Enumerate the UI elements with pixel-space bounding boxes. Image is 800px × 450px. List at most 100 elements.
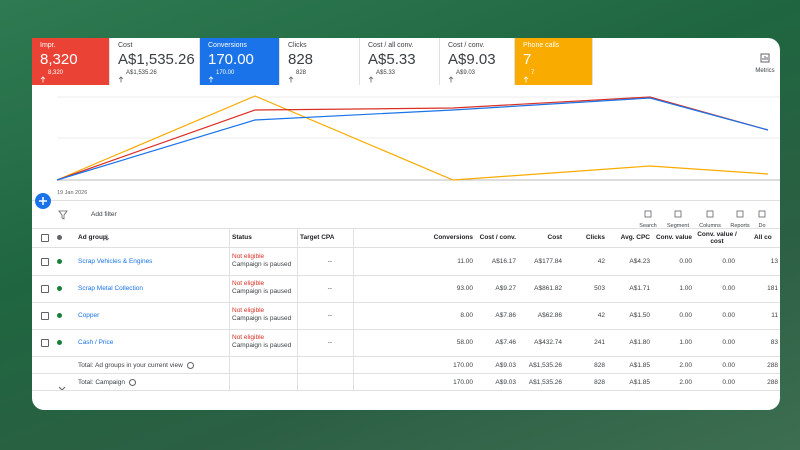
metric-tile[interactable]: Cost / conv. A$9.03 A$9.03 [440, 38, 515, 85]
metric-value: 828 [288, 51, 314, 68]
checkbox[interactable] [41, 285, 49, 293]
metric-cell: 503 [594, 285, 605, 292]
metric-label: Impr. [40, 42, 56, 49]
metric-cell: A$861.82 [534, 285, 562, 292]
arrow-icon [288, 76, 294, 83]
metric-value: 8,320 [40, 51, 78, 68]
divider [32, 373, 780, 374]
ad-group-link[interactable]: Scrap Metal Collection [78, 285, 144, 292]
tool-label: Segment [666, 223, 689, 229]
expand-icon[interactable] [58, 379, 66, 397]
metric-arrow [118, 70, 124, 88]
status: Not eligible [232, 307, 265, 314]
column-header[interactable]: Target CPA [300, 234, 335, 241]
metric-label: Cost / all conv. [368, 42, 414, 49]
metric-delta: A$1,535.26 [126, 70, 157, 76]
status: Not eligible [232, 280, 265, 287]
filter-icon[interactable] [58, 210, 68, 220]
chevron-icon [58, 386, 66, 391]
total-cell: A$1.85 [629, 362, 650, 369]
metric-tile[interactable]: Cost A$1,535.26 A$1,535.26 [110, 38, 200, 85]
column-header[interactable]: Conv. value [655, 234, 692, 241]
metric-cell: 58.00 [456, 339, 473, 346]
column-header[interactable]: Clicks [585, 234, 605, 241]
checkbox[interactable] [41, 339, 49, 347]
metric-cell: 93.00 [456, 285, 473, 292]
column-header[interactable]: Conv. value / cost [697, 231, 737, 245]
target-cpa: -- [327, 339, 332, 346]
metrics-button[interactable]: Metrics [750, 50, 780, 74]
total-cell: 288 [767, 362, 778, 369]
ad-group-link[interactable]: Copper [78, 312, 100, 319]
arrow-icon [118, 76, 124, 83]
ad-group-link[interactable]: Scrap Vehicles & Engines [78, 258, 153, 265]
metrics-label: Metrics [755, 68, 775, 74]
column-header[interactable]: Ad group [78, 234, 107, 241]
metric-cell: 1.00 [679, 339, 692, 346]
metric-tile[interactable]: Clicks 828 828 [280, 38, 360, 85]
divider [32, 275, 780, 276]
metric-tile[interactable]: Cost / all conv. A$5.33 A$5.33 [360, 38, 440, 85]
total-cell: 2.00 [679, 379, 692, 386]
metric-cell: 241 [594, 339, 605, 346]
add-button[interactable] [35, 193, 51, 209]
arrow-icon [523, 76, 529, 83]
metric-cell: 1.00 [679, 285, 692, 292]
column-header[interactable]: Status [232, 234, 252, 241]
metric-delta: 828 [296, 70, 307, 76]
ad-group-link[interactable]: Cash / Price [78, 339, 114, 346]
metric-tile[interactable]: Impr. 8,320 8,320 [32, 38, 110, 85]
tool-button[interactable]: Reports [728, 205, 752, 229]
status-dot [57, 259, 62, 264]
divider [32, 329, 780, 330]
metric-arrow [208, 70, 214, 88]
trend-chart [56, 95, 780, 181]
total-label: Total: Ad groups in your current view [78, 362, 183, 369]
checkbox[interactable] [41, 312, 49, 320]
checkbox[interactable] [41, 258, 49, 266]
total-cell: A$1.85 [629, 379, 650, 386]
metric-cell: A$62.86 [537, 312, 562, 319]
target-cpa: -- [327, 312, 332, 319]
metric-cell: 0.00 [722, 285, 735, 292]
checkbox[interactable] [41, 234, 49, 242]
tool-label: Do [758, 223, 766, 229]
tool-button[interactable]: Do [750, 205, 774, 229]
sort-arrow [104, 234, 110, 243]
add-filter[interactable]: Add filter [91, 211, 117, 218]
metric-cell: 8.00 [460, 312, 473, 319]
metric-label: Clicks [288, 42, 307, 49]
metric-cell: 181 [767, 285, 778, 292]
tool-button[interactable]: Segment [666, 205, 690, 229]
arrow-icon [40, 76, 46, 83]
metric-cell: 0.00 [722, 312, 735, 319]
status: Not eligible [232, 253, 265, 260]
tool-button[interactable]: Search [636, 205, 660, 229]
column-header[interactable]: Avg. CPC [620, 234, 650, 241]
status: Not eligible [232, 334, 265, 341]
metric-tile[interactable]: Conversions 170.00 170.00 [200, 38, 280, 85]
metric-cell: 42 [597, 258, 605, 265]
total-cell: 170.00 [453, 379, 473, 386]
metric-cell: 0.00 [722, 258, 735, 265]
metric-delta: 7 [531, 70, 535, 76]
tool-button[interactable]: Columns [698, 205, 722, 229]
metric-cell: A$4.23 [629, 258, 650, 265]
total-cell: 828 [594, 379, 605, 386]
column-header[interactable]: All co [754, 234, 772, 241]
metric-arrow [288, 70, 294, 88]
chart-date: 19 Jan 2026 [57, 190, 88, 196]
status-dot [57, 340, 62, 345]
column-header[interactable]: Cost / conv. [479, 234, 516, 241]
tool-icon [736, 210, 744, 218]
metric-tile[interactable]: Phone calls 7 7 [515, 38, 593, 85]
metric-value: A$5.33 [368, 51, 416, 68]
column-header[interactable]: Cost [547, 234, 562, 241]
metric-delta: A$9.03 [456, 70, 476, 76]
tool-icon [758, 210, 766, 218]
metric-arrow [368, 70, 374, 88]
impressions-line [56, 96, 769, 181]
column-header[interactable]: Conversions [433, 234, 473, 241]
total-cell: 0.00 [722, 379, 735, 386]
tool-icon [706, 210, 714, 218]
